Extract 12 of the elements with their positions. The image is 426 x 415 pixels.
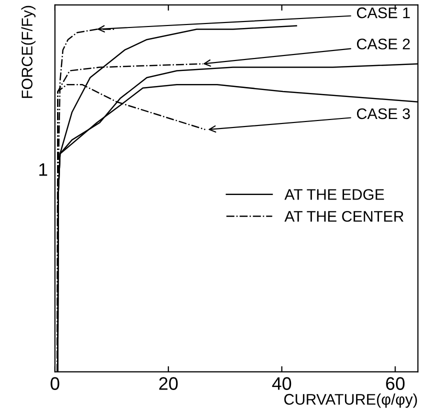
y-axis-title: FORCE(F/Fy) <box>21 6 36 98</box>
x-tick-label: 20 <box>159 377 178 390</box>
annotation: CASE 1 <box>356 7 410 18</box>
x-axis-title: CURVATURE(φ/φy) <box>284 394 417 408</box>
legend-label: AT THE EDGE <box>284 189 384 200</box>
legend-label: AT THE CENTER <box>284 210 404 222</box>
annotation: 1 <box>39 163 48 176</box>
x-tick-label: 60 <box>386 377 405 390</box>
x-tick-label: 0 <box>50 377 60 390</box>
annotation: CASE 3 <box>356 108 410 120</box>
annotation: CASE 2 <box>356 38 410 50</box>
x-tick-label: 40 <box>272 377 292 390</box>
